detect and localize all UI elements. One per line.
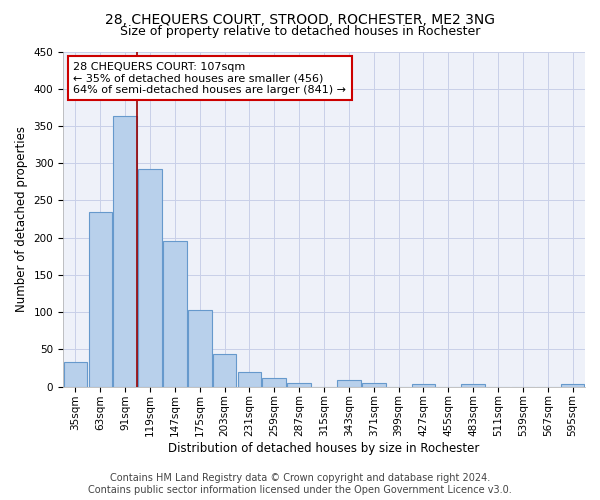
Text: Size of property relative to detached houses in Rochester: Size of property relative to detached ho… <box>120 25 480 38</box>
Bar <box>287 383 311 386</box>
Bar <box>262 378 286 386</box>
Bar <box>89 212 112 386</box>
Text: 28 CHEQUERS COURT: 107sqm
← 35% of detached houses are smaller (456)
64% of semi: 28 CHEQUERS COURT: 107sqm ← 35% of detac… <box>73 62 346 95</box>
Bar <box>188 310 212 386</box>
Bar <box>561 384 584 386</box>
Bar <box>461 384 485 386</box>
Bar <box>213 354 236 386</box>
Bar <box>337 380 361 386</box>
Bar <box>163 240 187 386</box>
Bar <box>412 384 435 386</box>
Y-axis label: Number of detached properties: Number of detached properties <box>15 126 28 312</box>
Text: 28, CHEQUERS COURT, STROOD, ROCHESTER, ME2 3NG: 28, CHEQUERS COURT, STROOD, ROCHESTER, M… <box>105 12 495 26</box>
Bar <box>238 372 261 386</box>
Bar <box>138 169 162 386</box>
Bar <box>64 362 87 386</box>
Bar <box>362 383 386 386</box>
Text: Contains HM Land Registry data © Crown copyright and database right 2024.
Contai: Contains HM Land Registry data © Crown c… <box>88 474 512 495</box>
X-axis label: Distribution of detached houses by size in Rochester: Distribution of detached houses by size … <box>169 442 480 455</box>
Bar <box>113 116 137 386</box>
